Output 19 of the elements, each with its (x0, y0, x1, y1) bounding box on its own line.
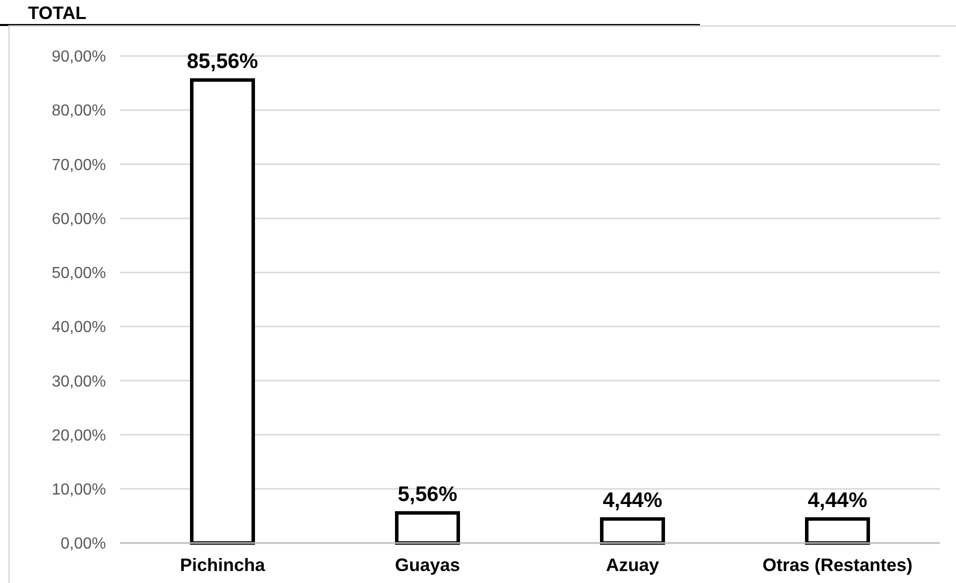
data-label: 85,56% (186, 50, 258, 74)
data-label: 5,56% (398, 482, 458, 506)
x-tick-label: Guayas (394, 555, 460, 575)
data-label: 4,44% (808, 488, 868, 512)
x-tick-label: Pichincha (180, 555, 266, 575)
y-tick-label: 0,00% (60, 536, 106, 553)
y-tick-label: 60,00% (52, 210, 106, 228)
data-label: 4,44% (602, 488, 663, 512)
y-tick-label: 70,00% (52, 156, 106, 174)
y-tick-label: 20,00% (52, 427, 106, 444)
y-tick-label: 80,00% (52, 102, 106, 120)
chart-title: TOTAL (28, 3, 86, 23)
x-tick-label: Otras (Restantes) (762, 555, 913, 575)
y-tick-label: 30,00% (52, 373, 106, 390)
y-tick-label: 10,00% (52, 481, 106, 498)
x-tick-label: Azuay (606, 555, 660, 575)
y-tick-label: 40,00% (52, 319, 106, 336)
y-tick-label: 50,00% (52, 265, 106, 282)
y-tick-label: 90,00% (52, 48, 106, 66)
